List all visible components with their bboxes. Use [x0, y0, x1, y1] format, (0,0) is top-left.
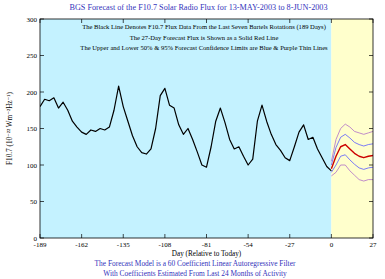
forecast-background	[331, 19, 373, 238]
annotation: The 27-Day Forecast Flux is Shown as a S…	[130, 34, 279, 41]
x-tick	[206, 234, 207, 238]
x-tick-label: -135	[117, 241, 130, 249]
y-tick	[40, 92, 44, 93]
series-line	[40, 86, 331, 171]
y-tick	[369, 19, 373, 20]
x-tick-label: 27	[370, 241, 378, 249]
series-line	[331, 165, 373, 181]
annotation: The Upper and Lower 50% & 95% Forecast C…	[80, 44, 328, 51]
y-axis-label: F10.7 (10⁻²² Wm⁻²Hz⁻¹)	[6, 92, 14, 165]
x-tick	[373, 234, 374, 238]
plot-frame	[40, 19, 373, 238]
x-axis-label: Day (Relative to Today)	[172, 250, 242, 258]
y-tick-label: 0	[34, 235, 38, 243]
y-tick-label: 300	[27, 16, 38, 24]
y-tick	[40, 201, 44, 202]
x-tick-label: -162	[75, 241, 88, 249]
chart: BGS Forecast of the F10.7 Solar Radio Fl…	[0, 0, 385, 279]
y-tick-label: 250	[27, 52, 38, 60]
x-tick	[373, 19, 374, 23]
footer-note: The Forecast Model is a 60 Coefficient L…	[95, 259, 296, 268]
x-tick	[81, 19, 82, 23]
y-tick-label: 100	[27, 162, 38, 170]
y-tick	[40, 238, 44, 239]
x-tick	[40, 234, 41, 238]
title: BGS Forecast of the F10.7 Solar Radio Fl…	[69, 3, 327, 12]
y-tick	[369, 55, 373, 56]
x-tick	[164, 234, 165, 238]
x-tick-label: -81	[202, 241, 212, 249]
x-tick-label: -27	[285, 241, 295, 249]
y-tick	[369, 238, 373, 239]
series-line	[331, 124, 373, 161]
x-tick	[123, 19, 124, 23]
annotation: The Black Line Denotes F10.7 Flux Data F…	[82, 23, 326, 31]
footer-note: With Coefficients Estimated From Last 24…	[103, 269, 287, 278]
x-tick	[289, 19, 290, 23]
x-tick	[123, 234, 124, 238]
y-tick	[369, 128, 373, 129]
x-tick	[81, 234, 82, 238]
history-background	[40, 19, 331, 238]
x-tick-label: -54	[243, 241, 253, 249]
x-tick	[164, 19, 165, 23]
x-tick	[40, 19, 41, 23]
y-tick-label: 200	[27, 89, 38, 97]
x-tick	[206, 19, 207, 23]
x-tick-label: 0	[330, 241, 334, 249]
y-tick	[40, 19, 44, 20]
y-tick	[369, 201, 373, 202]
y-tick	[40, 55, 44, 56]
y-tick	[40, 128, 44, 129]
y-tick-label: 50	[30, 198, 38, 206]
y-tick-label: 150	[27, 125, 38, 133]
series-line	[331, 145, 373, 169]
y-tick	[40, 165, 44, 166]
data-lines	[40, 86, 373, 181]
y-tick	[369, 165, 373, 166]
x-tick	[289, 234, 290, 238]
x-tick	[331, 234, 332, 238]
y-tick	[369, 92, 373, 93]
x-tick-label: -108	[158, 241, 171, 249]
x-tick	[248, 234, 249, 238]
x-tick	[331, 19, 332, 23]
series-line	[331, 134, 373, 165]
x-tick	[248, 19, 249, 23]
